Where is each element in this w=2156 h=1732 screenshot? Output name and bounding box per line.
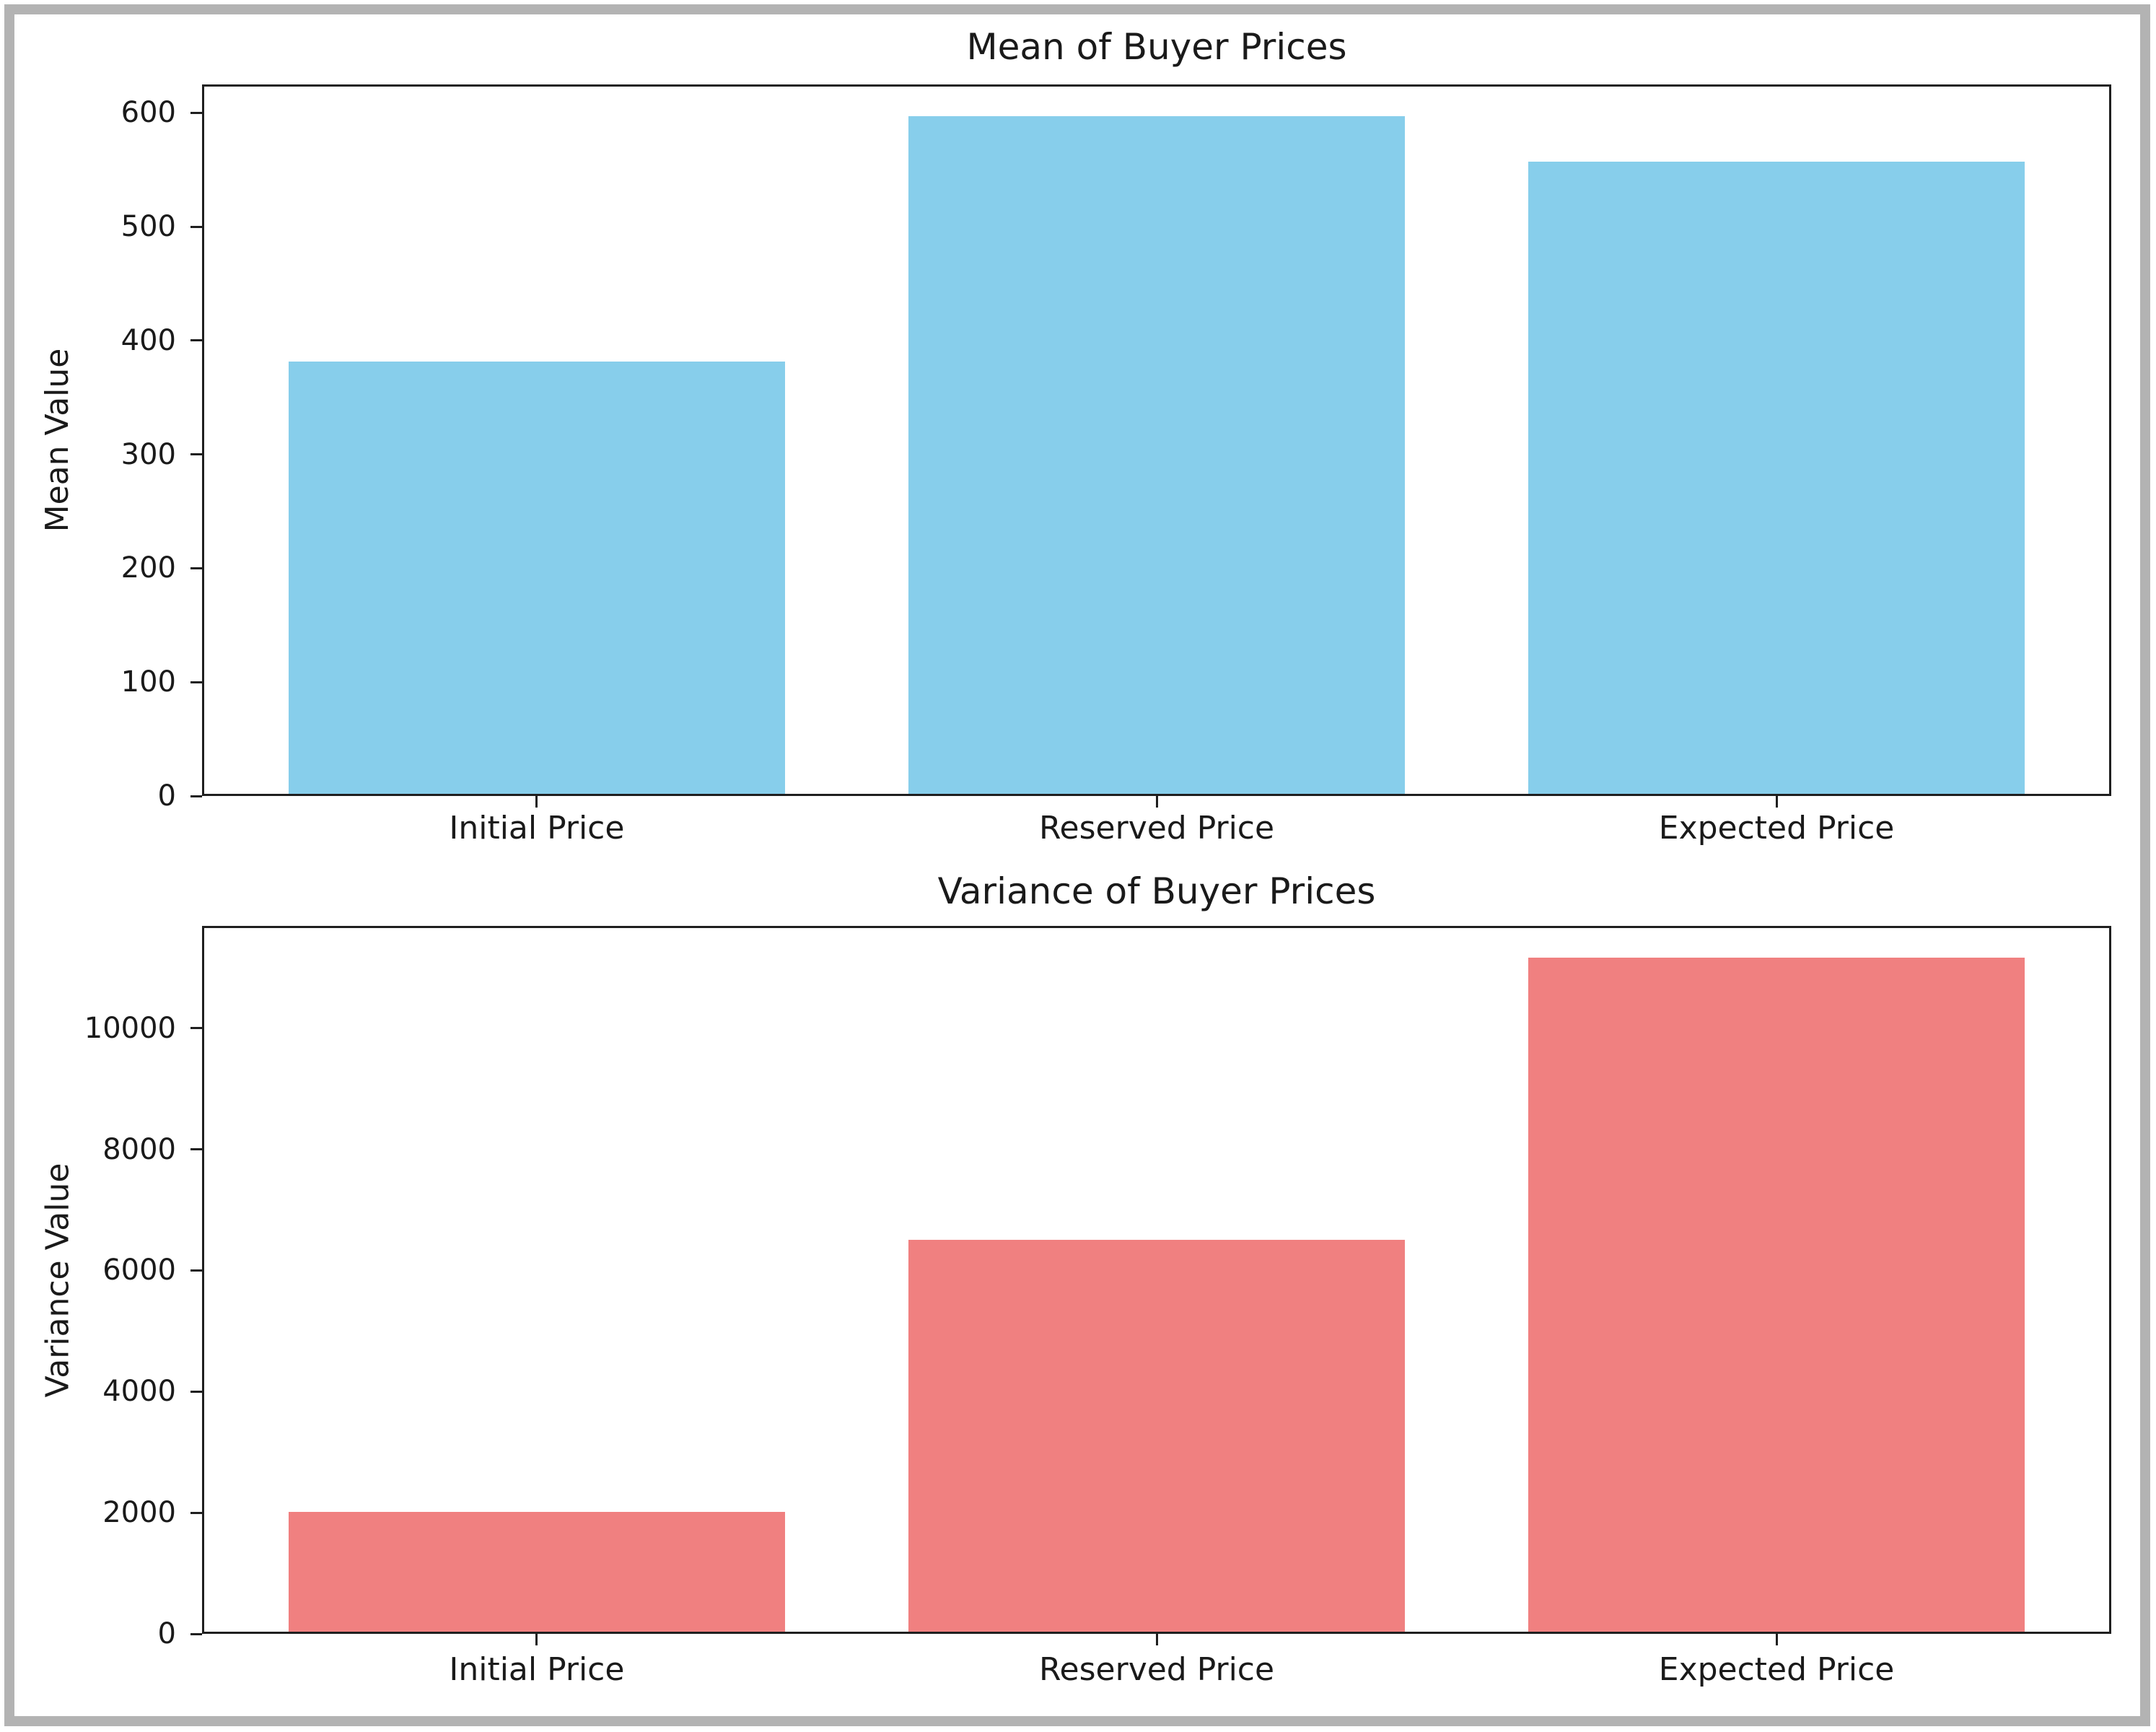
y-tick-mark [190,453,202,456]
x-tick-mark [535,1634,538,1645]
y-tick-mark [190,1027,202,1030]
x-tick-mark [1775,1634,1778,1645]
y-tick-label: 4000 [102,1375,176,1409]
x-tick-mark [535,796,538,808]
y-tick-label: 0 [157,779,176,813]
bar-initial-price [289,361,785,794]
y-tick-mark [190,1390,202,1393]
y-tick-label: 300 [120,437,176,471]
y-tick-mark [190,681,202,683]
x-tick-label: Reserved Price [1038,1651,1275,1688]
x-tick-label: Expected Price [1658,1651,1895,1688]
y-tick-label: 600 [120,96,176,130]
y-tick-mark [190,795,202,797]
y-tick-label: 6000 [102,1254,176,1287]
y-tick-label: 8000 [102,1132,176,1166]
chart-title-mean: Mean of Buyer Prices [966,26,1347,68]
chart-title-variance: Variance of Buyer Prices [937,870,1376,912]
bar-reserved-price [908,1239,1405,1632]
x-tick-label: Reserved Price [1038,810,1275,847]
y-tick-label: 0 [157,1617,176,1650]
y-tick-mark [190,111,202,114]
y-tick-mark [190,1511,202,1514]
y-tick-label: 400 [120,323,176,357]
y-tick-label: 100 [120,665,176,699]
plot-area-mean [202,84,2111,796]
y-tick-mark [190,225,202,228]
x-tick-label: Initial Price [449,810,625,847]
y-tick-label: 10000 [84,1011,176,1045]
x-tick-label: Initial Price [449,1651,625,1688]
y-tick-label: 200 [120,551,176,585]
y-tick-mark [190,567,202,569]
bar-initial-price [289,1511,785,1632]
y-tick-label: 500 [120,210,176,244]
bar-expected-price [1528,958,2025,1632]
y-tick-mark [190,339,202,342]
bar-reserved-price [908,116,1405,794]
y-tick-mark [190,1632,202,1635]
y-tick-mark [190,1148,202,1151]
y-tick-mark [190,1269,202,1272]
x-tick-mark [1155,796,1158,808]
y-tick-label: 2000 [102,1496,176,1530]
x-tick-mark [1155,1634,1158,1645]
bar-expected-price [1528,162,2025,794]
x-tick-label: Expected Price [1658,810,1895,847]
plot-area-variance [202,926,2111,1634]
x-tick-mark [1775,796,1778,808]
